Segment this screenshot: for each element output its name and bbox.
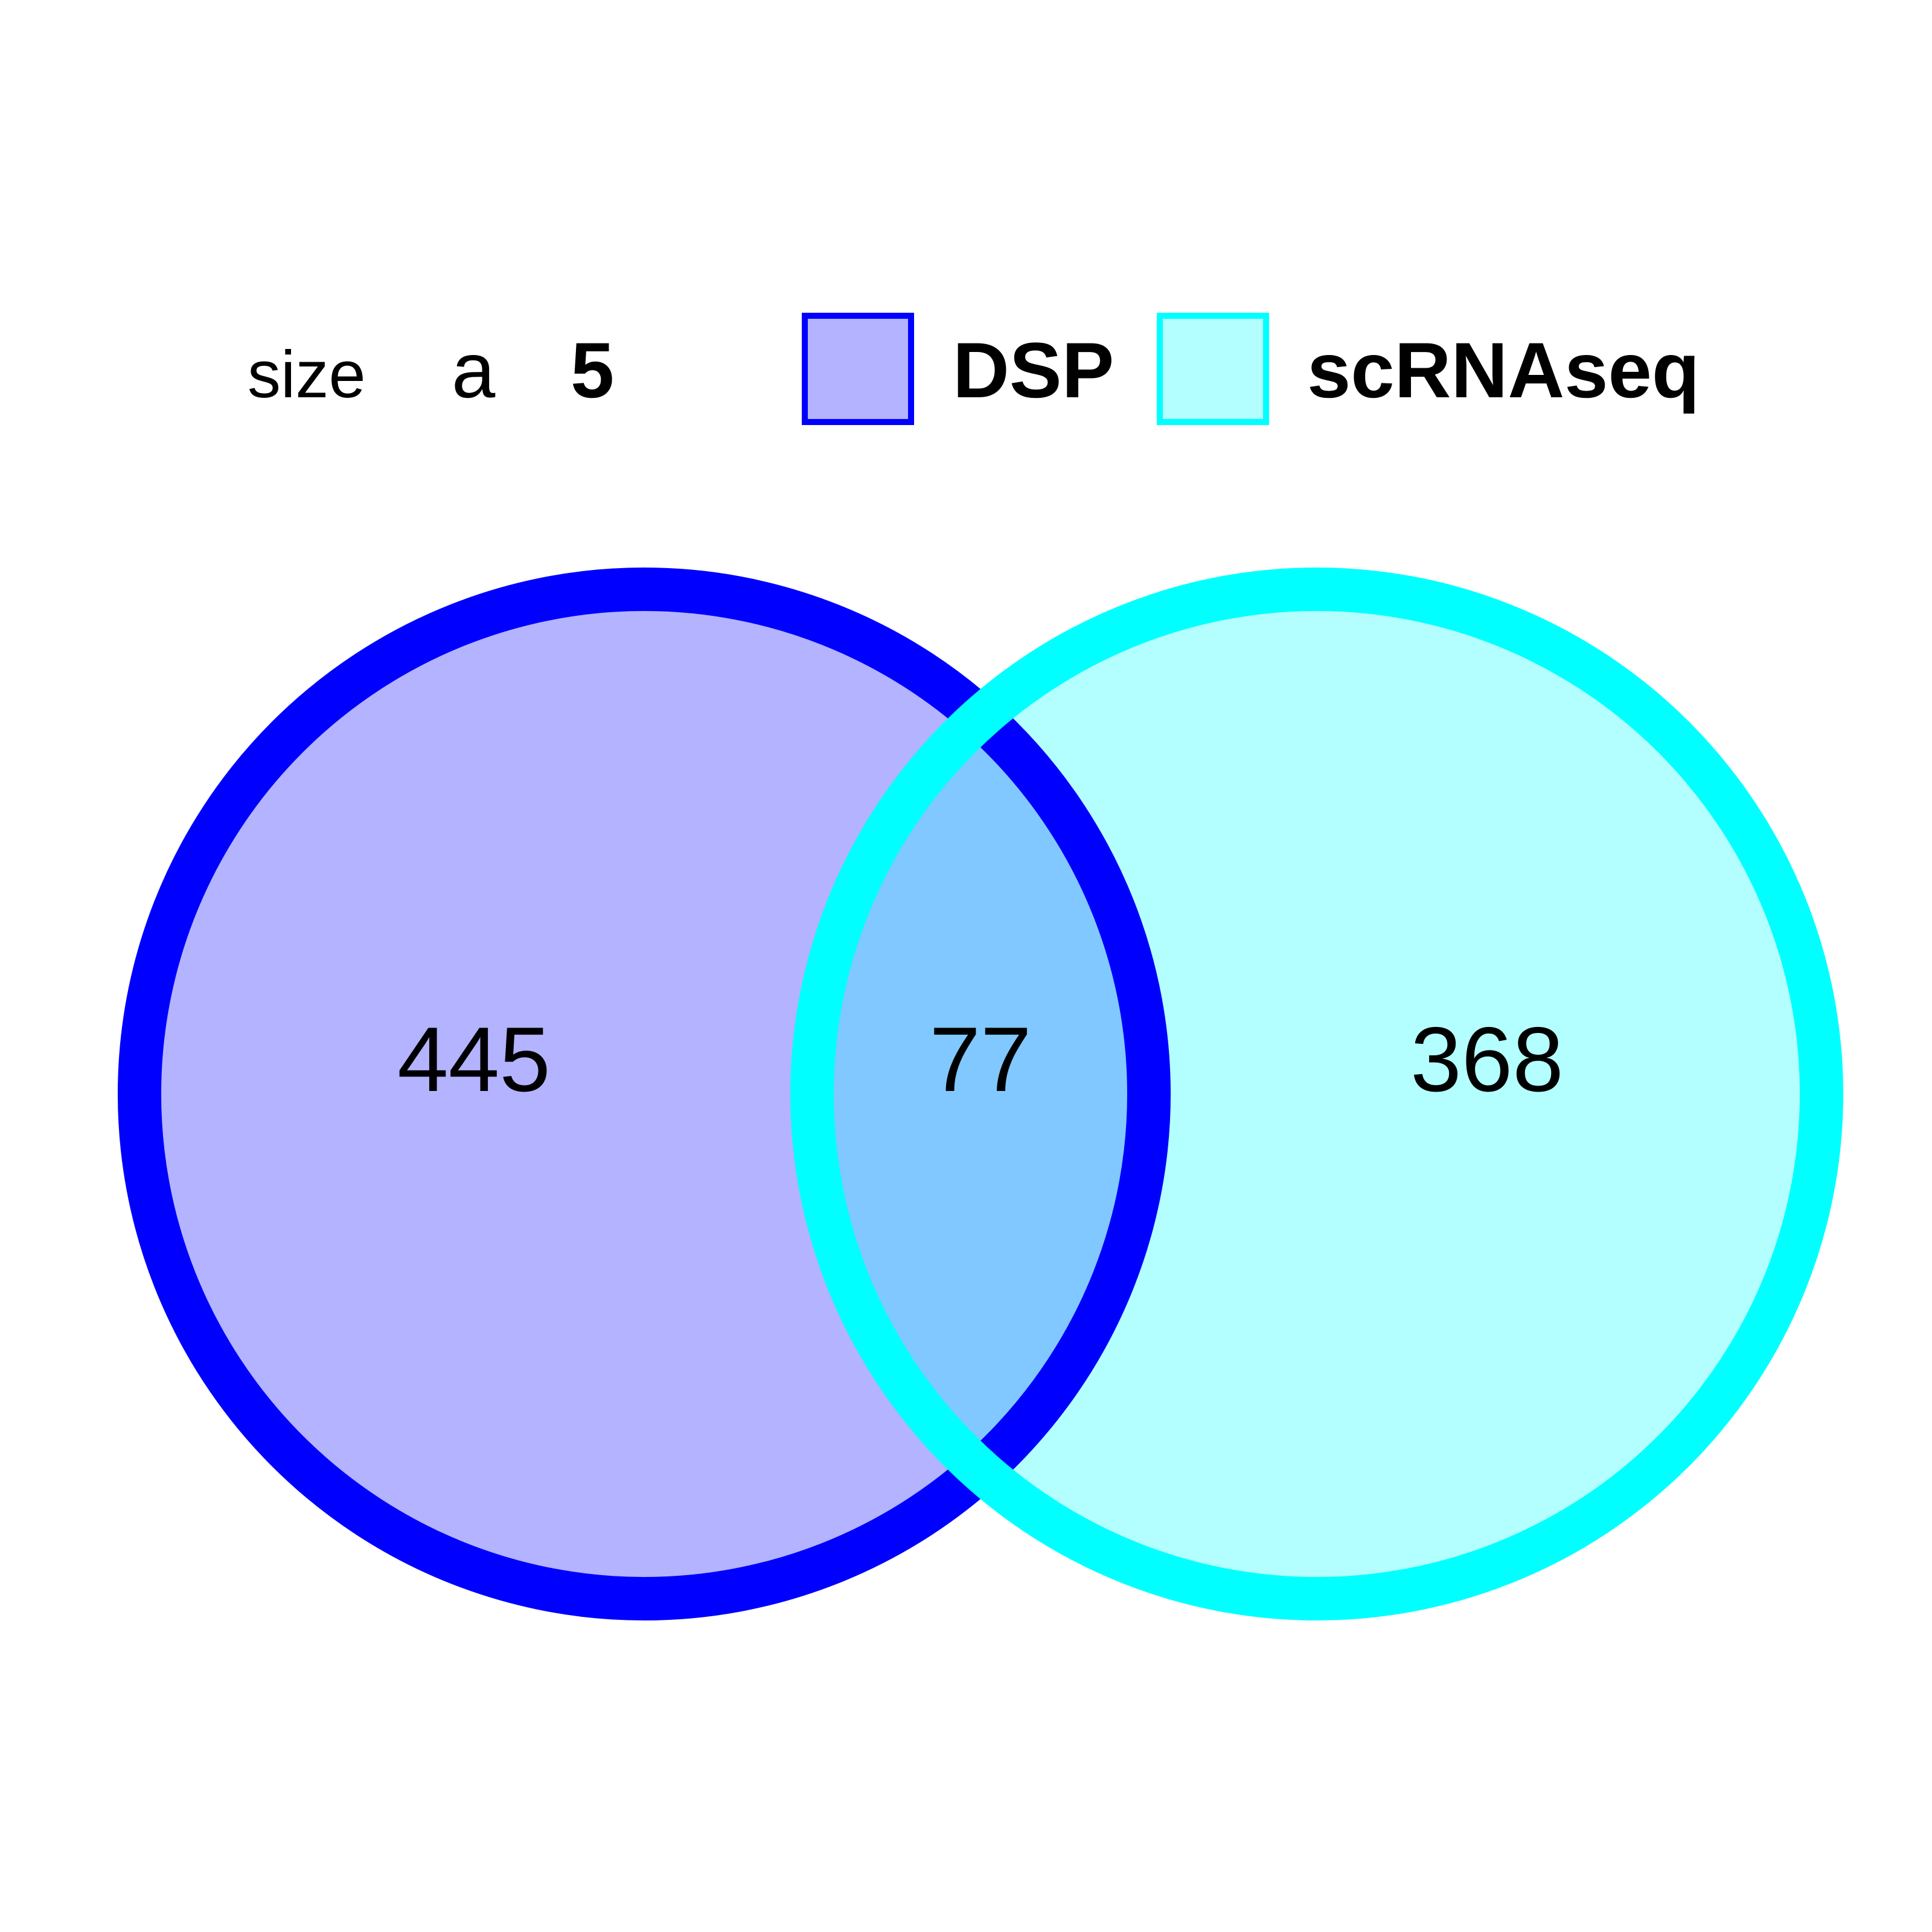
count-intersection: 77: [929, 1008, 1031, 1111]
venn-counts: 445 77 368: [397, 1008, 1564, 1111]
venn-circles: [118, 568, 1843, 1620]
legend-label-dsp: DSP: [953, 326, 1114, 414]
legend: size a 5 DSP scRNAseq: [248, 313, 1700, 425]
legend-size-symbol: a: [452, 326, 496, 414]
count-only-dsp: 445: [397, 1008, 551, 1111]
circle-scrnaseq-outline: [790, 568, 1843, 1620]
count-only-scrnaseq: 368: [1410, 1008, 1564, 1111]
legend-swatch-dsp: [802, 313, 914, 425]
legend-size-label: size: [248, 337, 366, 412]
legend-label-scrnaseq: scRNAseq: [1307, 326, 1700, 414]
circle-dsp-outline: [118, 568, 1171, 1620]
legend-swatch-scrnaseq: [1157, 313, 1269, 425]
legend-size-value: 5: [571, 326, 614, 414]
